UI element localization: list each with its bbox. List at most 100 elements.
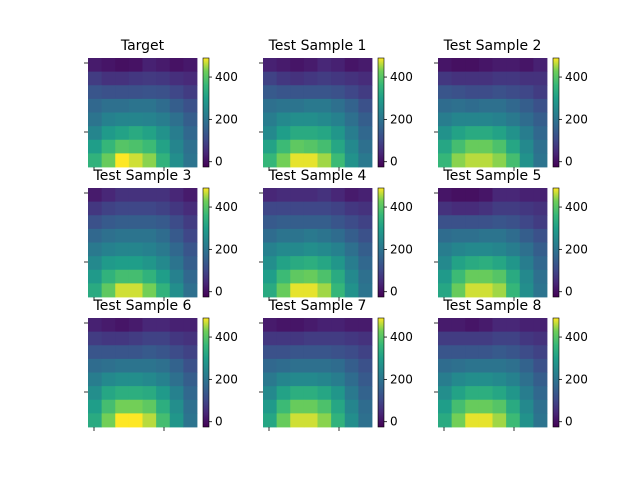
panel-title: Test Sample 6 <box>93 298 192 314</box>
heatmap-cell <box>183 269 198 284</box>
heatmap-cell <box>465 58 480 73</box>
heatmap-cell <box>276 85 291 100</box>
panel-title: Test Sample 8 <box>443 298 542 314</box>
heatmap-cell <box>303 153 318 168</box>
heatmap-cell <box>128 153 143 168</box>
heatmap-cell <box>451 358 466 373</box>
heatmap-cell <box>183 188 198 203</box>
heatmap-cell <box>317 256 332 271</box>
heatmap-cell <box>115 153 130 168</box>
heatmap-cell <box>88 112 103 127</box>
heatmap-cell <box>331 372 346 387</box>
heatmap-cell <box>290 71 305 86</box>
heatmap-cell <box>290 345 305 360</box>
heatmap-cell <box>344 413 359 428</box>
heatmap-cell <box>438 112 453 127</box>
heatmap-cell <box>263 58 278 73</box>
heatmap-cell <box>519 269 534 284</box>
heatmap-cell <box>276 358 291 373</box>
heatmap-cell <box>451 112 466 127</box>
heatmap-cell <box>142 71 157 86</box>
heatmap-cell <box>519 372 534 387</box>
heatmap-cell <box>451 242 466 257</box>
heatmap-cell <box>492 331 507 346</box>
heatmap-cell <box>438 386 453 401</box>
colorbar-tick-label: 0 <box>565 285 573 299</box>
heatmap-cell <box>465 153 480 168</box>
heatmap-cell <box>506 58 521 73</box>
heatmap-cell <box>438 256 453 271</box>
colorbar-tick-label: 0 <box>390 415 398 429</box>
heatmap-cell <box>169 112 184 127</box>
heatmap-cell <box>303 126 318 141</box>
heatmap-cell <box>128 58 143 73</box>
heatmap-cell <box>156 112 171 127</box>
heatmap-cell <box>88 256 103 271</box>
heatmap-cell <box>465 98 480 113</box>
heatmap-cell <box>101 269 116 284</box>
heatmap-cell <box>88 242 103 257</box>
heatmap-cell <box>169 71 184 86</box>
heatmap-cell <box>88 58 103 73</box>
heatmap-cell <box>506 85 521 100</box>
heatmap-cell <box>451 126 466 141</box>
heatmap-cell <box>169 201 184 216</box>
heatmap-cell <box>506 139 521 154</box>
heatmap-cell <box>115 269 130 284</box>
panel-title: Test Sample 1 <box>268 38 367 54</box>
heatmap-cell <box>492 269 507 284</box>
heatmap-cell <box>331 188 346 203</box>
heatmap-cell <box>156 139 171 154</box>
heatmap-cell <box>88 399 103 414</box>
heatmap-cell <box>156 283 171 298</box>
heatmap-cell <box>101 386 116 401</box>
heatmap-cell <box>303 71 318 86</box>
heatmap-cell <box>465 215 480 230</box>
heatmap-cell <box>276 269 291 284</box>
heatmap-cell <box>533 318 548 333</box>
colorbar <box>202 57 210 168</box>
heatmap-cell <box>290 201 305 216</box>
heatmap-cell <box>506 331 521 346</box>
colorbar-tick-label: 400 <box>215 70 238 84</box>
heatmap-cell <box>451 98 466 113</box>
heatmap-cell <box>358 372 373 387</box>
heatmap-cell <box>290 139 305 154</box>
heatmap-cell <box>344 98 359 113</box>
heatmap-cell <box>156 399 171 414</box>
heatmap-cell <box>331 58 346 73</box>
heatmap-cell <box>290 153 305 168</box>
heatmap-cell <box>142 188 157 203</box>
heatmap-cell <box>156 71 171 86</box>
heatmap-cell <box>263 126 278 141</box>
heatmap-cell <box>303 242 318 257</box>
heatmap-cell <box>506 112 521 127</box>
heatmap-cell <box>88 139 103 154</box>
heatmap-cell <box>88 386 103 401</box>
heatmap-cell <box>156 98 171 113</box>
heatmap-cell <box>101 139 116 154</box>
heatmap-cell <box>317 242 332 257</box>
colorbar-tick-label: 400 <box>390 330 413 344</box>
heatmap-panel-4: Test Sample 3 0 200 400 <box>84 168 238 301</box>
heatmap-cell <box>344 358 359 373</box>
heatmap-cell <box>303 201 318 216</box>
heatmap-cell <box>183 372 198 387</box>
heatmap-cell <box>478 112 493 127</box>
heatmap-cell <box>478 413 493 428</box>
heatmap-cell <box>465 85 480 100</box>
heatmap-cell <box>492 112 507 127</box>
heatmap-cell <box>156 228 171 243</box>
heatmap-cell <box>142 345 157 360</box>
heatmap-cell <box>451 188 466 203</box>
heatmap-cell <box>142 358 157 373</box>
heatmap-cell <box>169 399 184 414</box>
heatmap-cell <box>451 318 466 333</box>
heatmap-cell <box>290 358 305 373</box>
colorbar <box>552 317 560 428</box>
heatmap-cell <box>142 256 157 271</box>
heatmap-cell <box>88 269 103 284</box>
heatmap-cell <box>358 126 373 141</box>
heatmap-cell <box>519 228 534 243</box>
heatmap-cell <box>88 71 103 86</box>
